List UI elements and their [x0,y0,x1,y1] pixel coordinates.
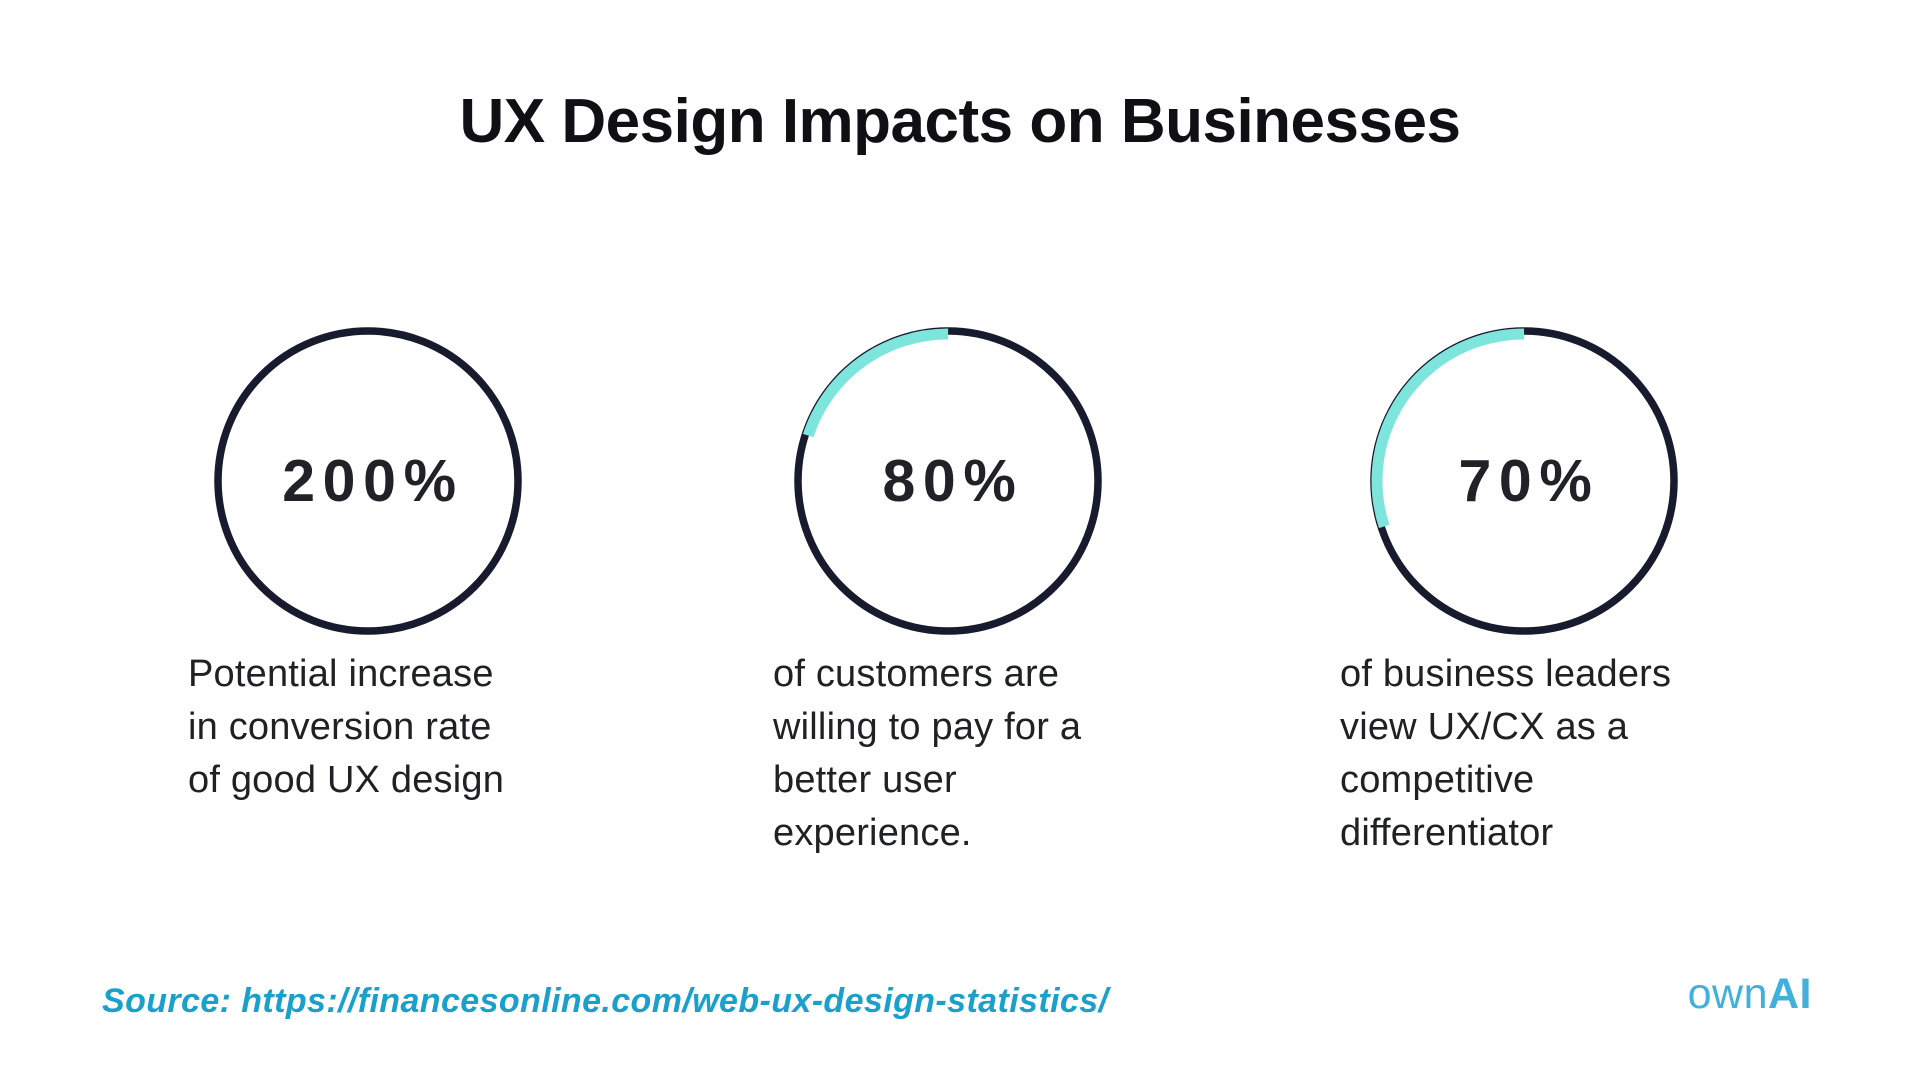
stat-description: of business leaders view UX/CX as a comp… [1340,653,1672,854]
source-link[interactable]: Source: https://financesonline.com/web-u… [102,982,1109,1020]
stat-description: of customers are willing to pay for a be… [773,653,1082,854]
ring-svg [214,327,522,635]
progress-ring: 80% [788,321,1108,641]
stat-value: 80% [882,448,1024,514]
stat-value: 200% [282,448,464,514]
page-title: UX Design Impacts on Businesses [459,87,1461,156]
brand-logo-prefix: own [1687,970,1768,1018]
ring-base-circle [214,327,522,635]
stat-description: Potential increase in conversion rate of… [188,653,505,801]
brand-logo-suffix: AI [1768,970,1812,1018]
brand-logo: ownAI [1688,970,1812,1019]
progress-ring: 200% [208,321,528,641]
ring-accent-arc [795,328,1101,634]
ring-svg [794,327,1102,635]
stat-value: 70% [1458,448,1600,514]
ring-svg [1370,327,1678,635]
ring-accent-arc [1371,328,1677,634]
progress-ring: 70% [1364,321,1684,641]
